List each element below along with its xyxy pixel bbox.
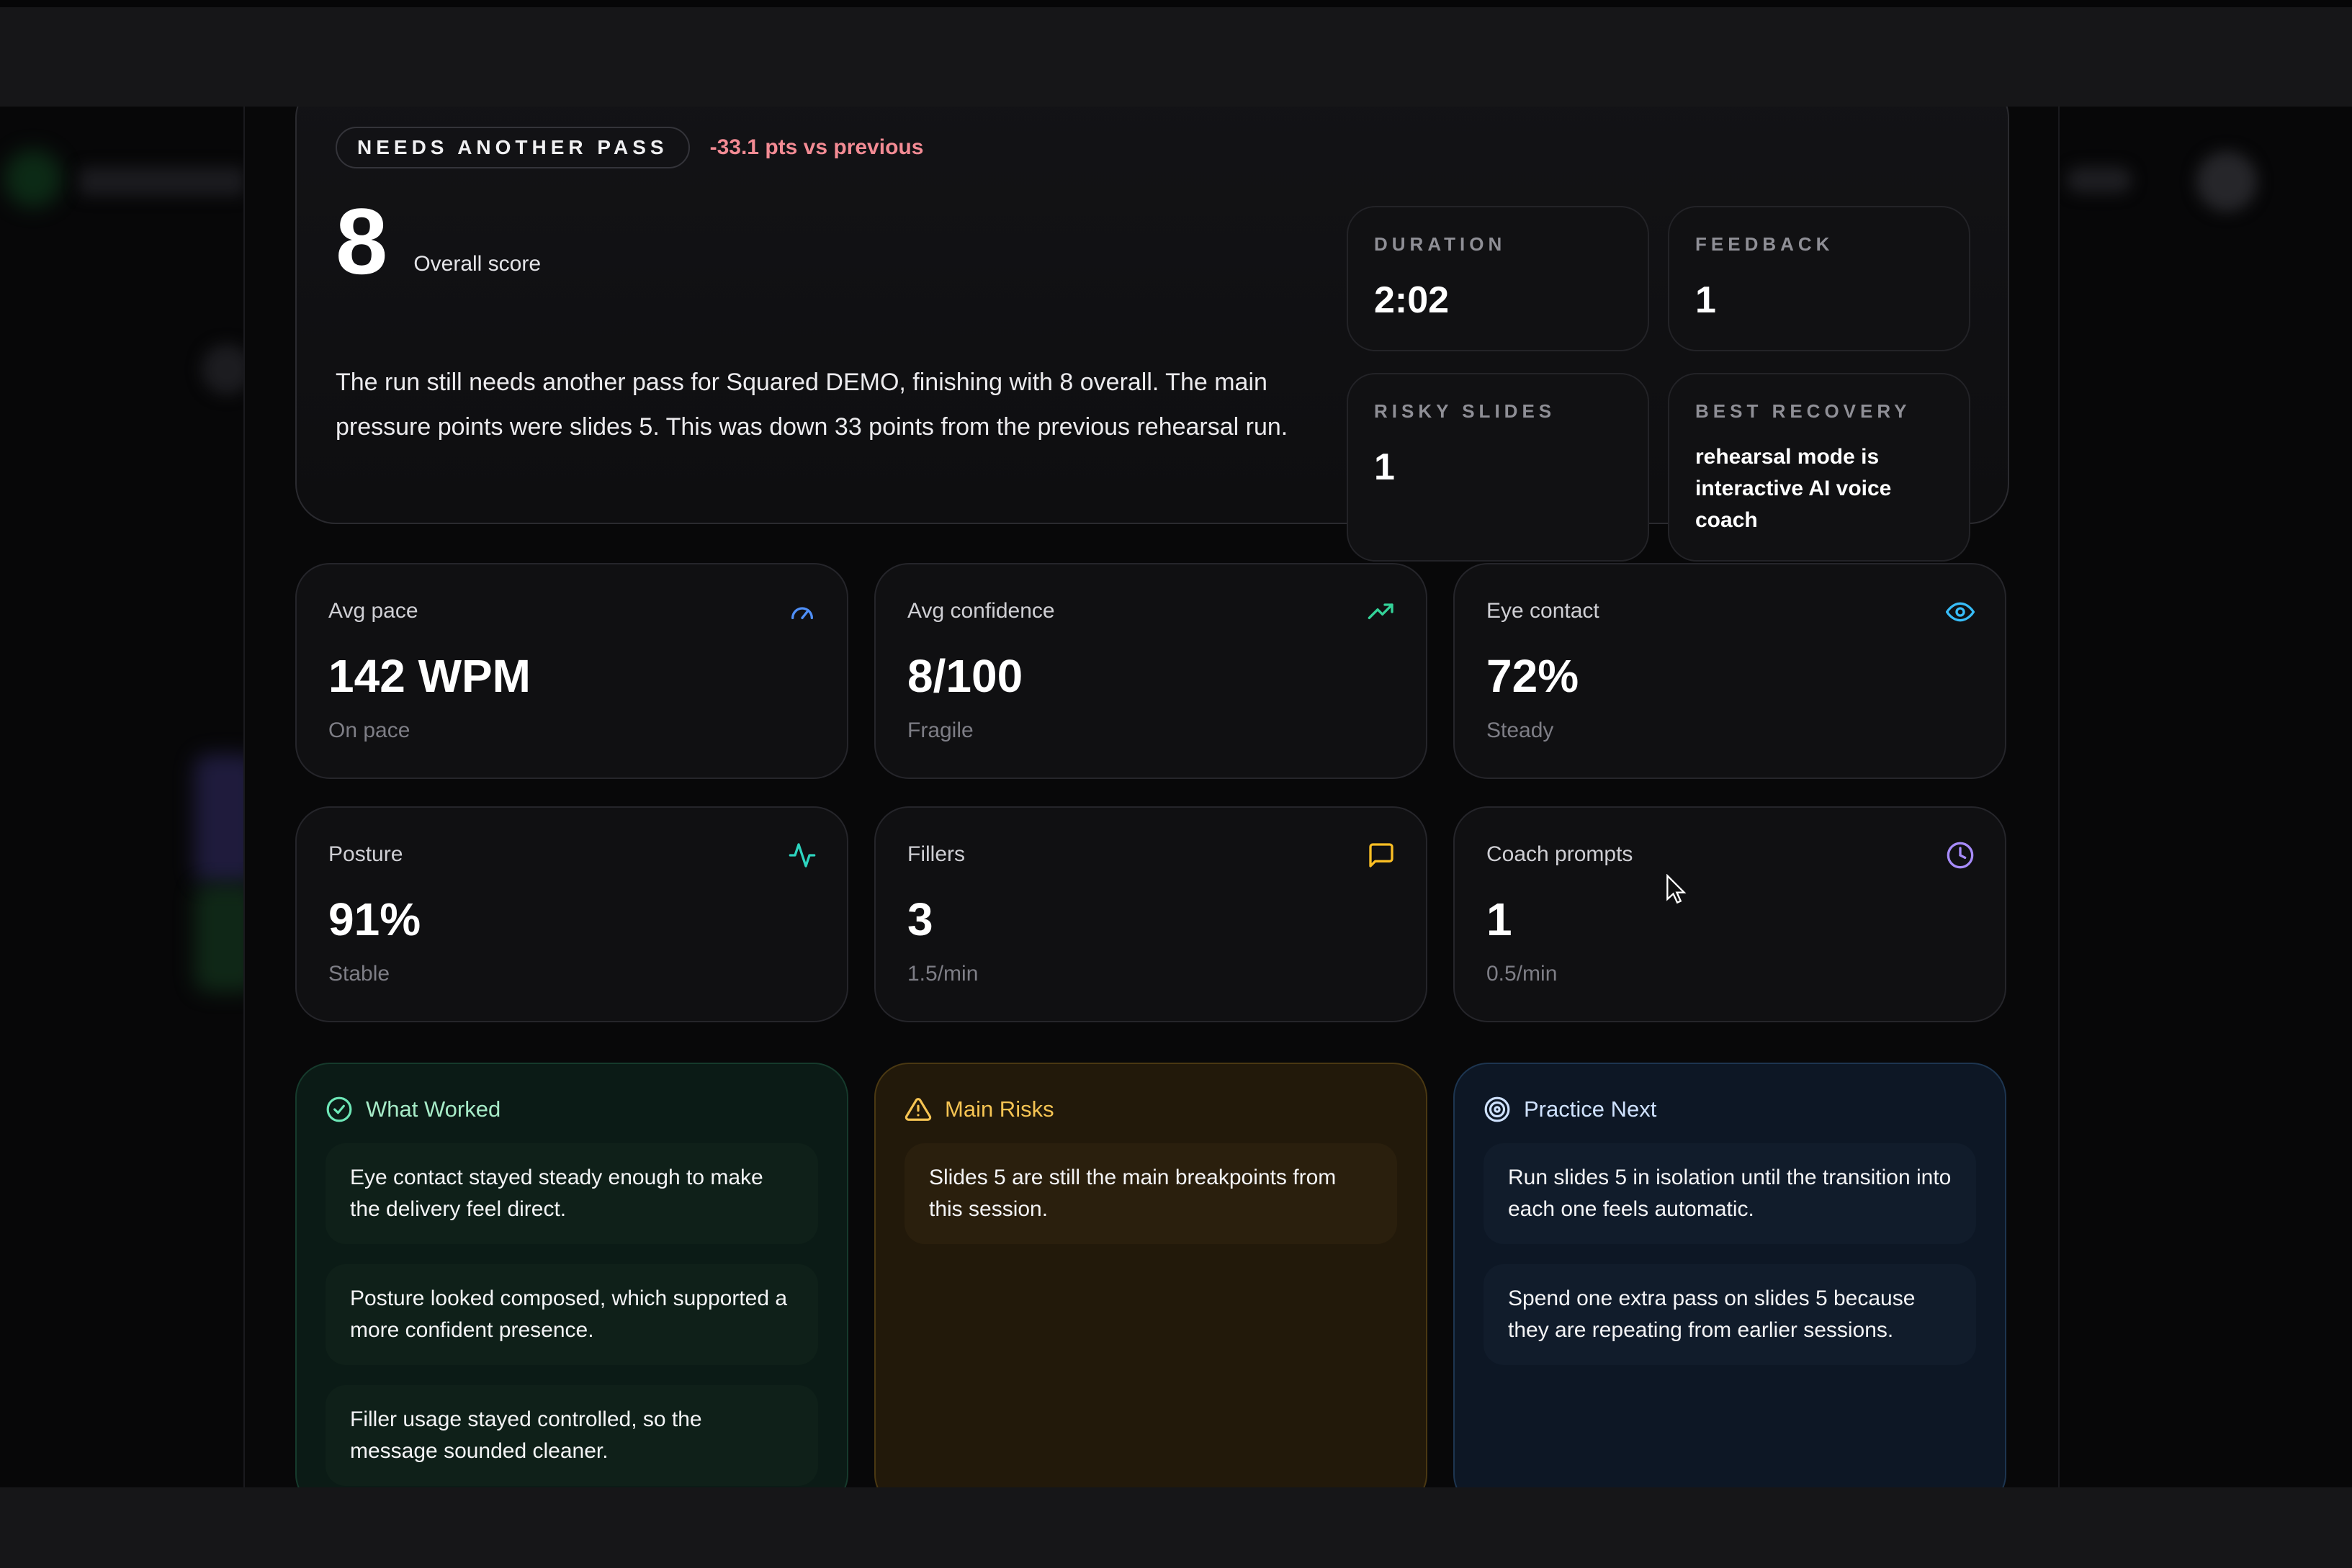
metric-sub: On pace [328,718,410,742]
practice-next-title: Practice Next [1524,1096,1657,1122]
gauge-icon [791,607,813,619]
summary-card: NEEDS ANOTHER PASS -33.1 pts vs previous… [295,107,2009,562]
list-item: Spend one extra pass on slides 5 because… [1484,1264,1976,1365]
stat-duration: DURATION 2:02 [1347,206,1649,351]
eye-icon [1946,602,1975,622]
trending-up-icon [1368,603,1393,619]
blurred-header-button [2067,167,2132,193]
main-risks-title: Main Risks [945,1096,1054,1122]
metric-value: 72% [1486,650,1579,702]
stat-value: 2:02 [1374,279,1450,321]
metric-value: 1 [1486,893,1512,945]
stat-key: DURATION [1374,233,1507,255]
activity-icon [789,843,816,868]
metric-label: Eye contact [1486,599,1599,623]
stat-risky-slides: RISKY SLIDES 1 [1347,373,1649,562]
metric-label: Avg pace [328,599,418,623]
browser-bottom-bar [0,1487,2352,1568]
blurred-app-name [79,167,245,196]
session-report-panel: NEEDS ANOTHER PASS -33.1 pts vs previous… [243,107,2060,1487]
main-risks-heading: Main Risks [905,1096,1397,1123]
status-badge: NEEDS ANOTHER PASS [336,127,690,168]
list-item: Posture looked composed, which supported… [326,1264,818,1365]
metric-sub: Stable [328,962,390,986]
score-delta: -33.1 pts vs previous [709,135,924,159]
metric-label: Posture [328,842,403,866]
practice-next-heading: Practice Next [1484,1096,1976,1123]
metric-sub: Fragile [907,718,974,742]
metric-avg-pace: Avg pace 142 WPM On pace [295,563,848,779]
what-worked-title: What Worked [366,1096,501,1122]
score-row: 8 Overall score [336,189,542,294]
metric-fillers: Fillers 3 1.5/min [874,806,1427,1022]
list-item: Filler usage stayed controlled, so the m… [326,1385,818,1486]
metric-value: 91% [328,893,421,945]
metric-label: Avg confidence [907,599,1055,623]
stat-value: rehearsal mode is interactive AI voice c… [1695,445,1892,532]
metric-sub: Steady [1486,718,1554,742]
main-risks-panel: Main Risks Slides 5 are still the main b… [874,1063,1427,1487]
metric-label: Coach prompts [1486,842,1633,866]
what-worked-panel: What Worked Eye contact stayed steady en… [295,1063,848,1487]
blurred-logo-icon [4,150,62,207]
check-circle-icon [326,1096,352,1122]
clock-icon [1947,842,1974,869]
metric-value: 142 WPM [328,650,531,702]
metric-label: Fillers [907,842,965,866]
target-icon [1484,1096,1510,1122]
metric-eye-contact: Eye contact 72% Steady [1453,563,2006,779]
list-item: Slides 5 are still the main breakpoints … [905,1143,1397,1244]
stat-value: 1 [1695,279,1716,321]
metric-sub: 1.5/min [907,962,979,986]
overall-score: 8 [336,189,388,294]
blurred-avatar [2196,151,2257,212]
list-item: Eye contact stayed steady enough to make… [326,1143,818,1244]
stat-value: 1 [1374,446,1395,488]
metric-sub: 0.5/min [1486,962,1558,986]
metric-posture: Posture 91% Stable [295,806,848,1022]
what-worked-heading: What Worked [326,1096,818,1123]
stat-key: FEEDBACK [1695,233,1834,255]
mouse-cursor-icon [1666,874,1687,904]
metric-value: 8/100 [907,650,1023,702]
stat-key: BEST RECOVERY [1695,400,1911,422]
stat-key: RISKY SLIDES [1374,400,1556,422]
overall-score-label: Overall score [413,252,542,276]
browser-top-bar [0,0,2352,107]
metric-coach-prompts: Coach prompts 1 0.5/min [1453,806,2006,1022]
stat-best-recovery: BEST RECOVERY rehearsal mode is interact… [1668,373,1970,562]
message-square-icon [1369,843,1393,868]
stat-feedback: FEEDBACK 1 [1668,206,1970,351]
metric-avg-confidence: Avg confidence 8/100 Fragile [874,563,1427,779]
status-row: NEEDS ANOTHER PASS -33.1 pts vs previous [336,127,923,168]
metric-value: 3 [907,893,933,945]
alert-triangle-icon [905,1098,932,1121]
summary-text: The run still needs another pass for Squ… [336,369,1288,441]
practice-next-panel: Practice Next Run slides 5 in isolation … [1453,1063,2006,1487]
list-item: Run slides 5 in isolation until the tran… [1484,1143,1976,1244]
